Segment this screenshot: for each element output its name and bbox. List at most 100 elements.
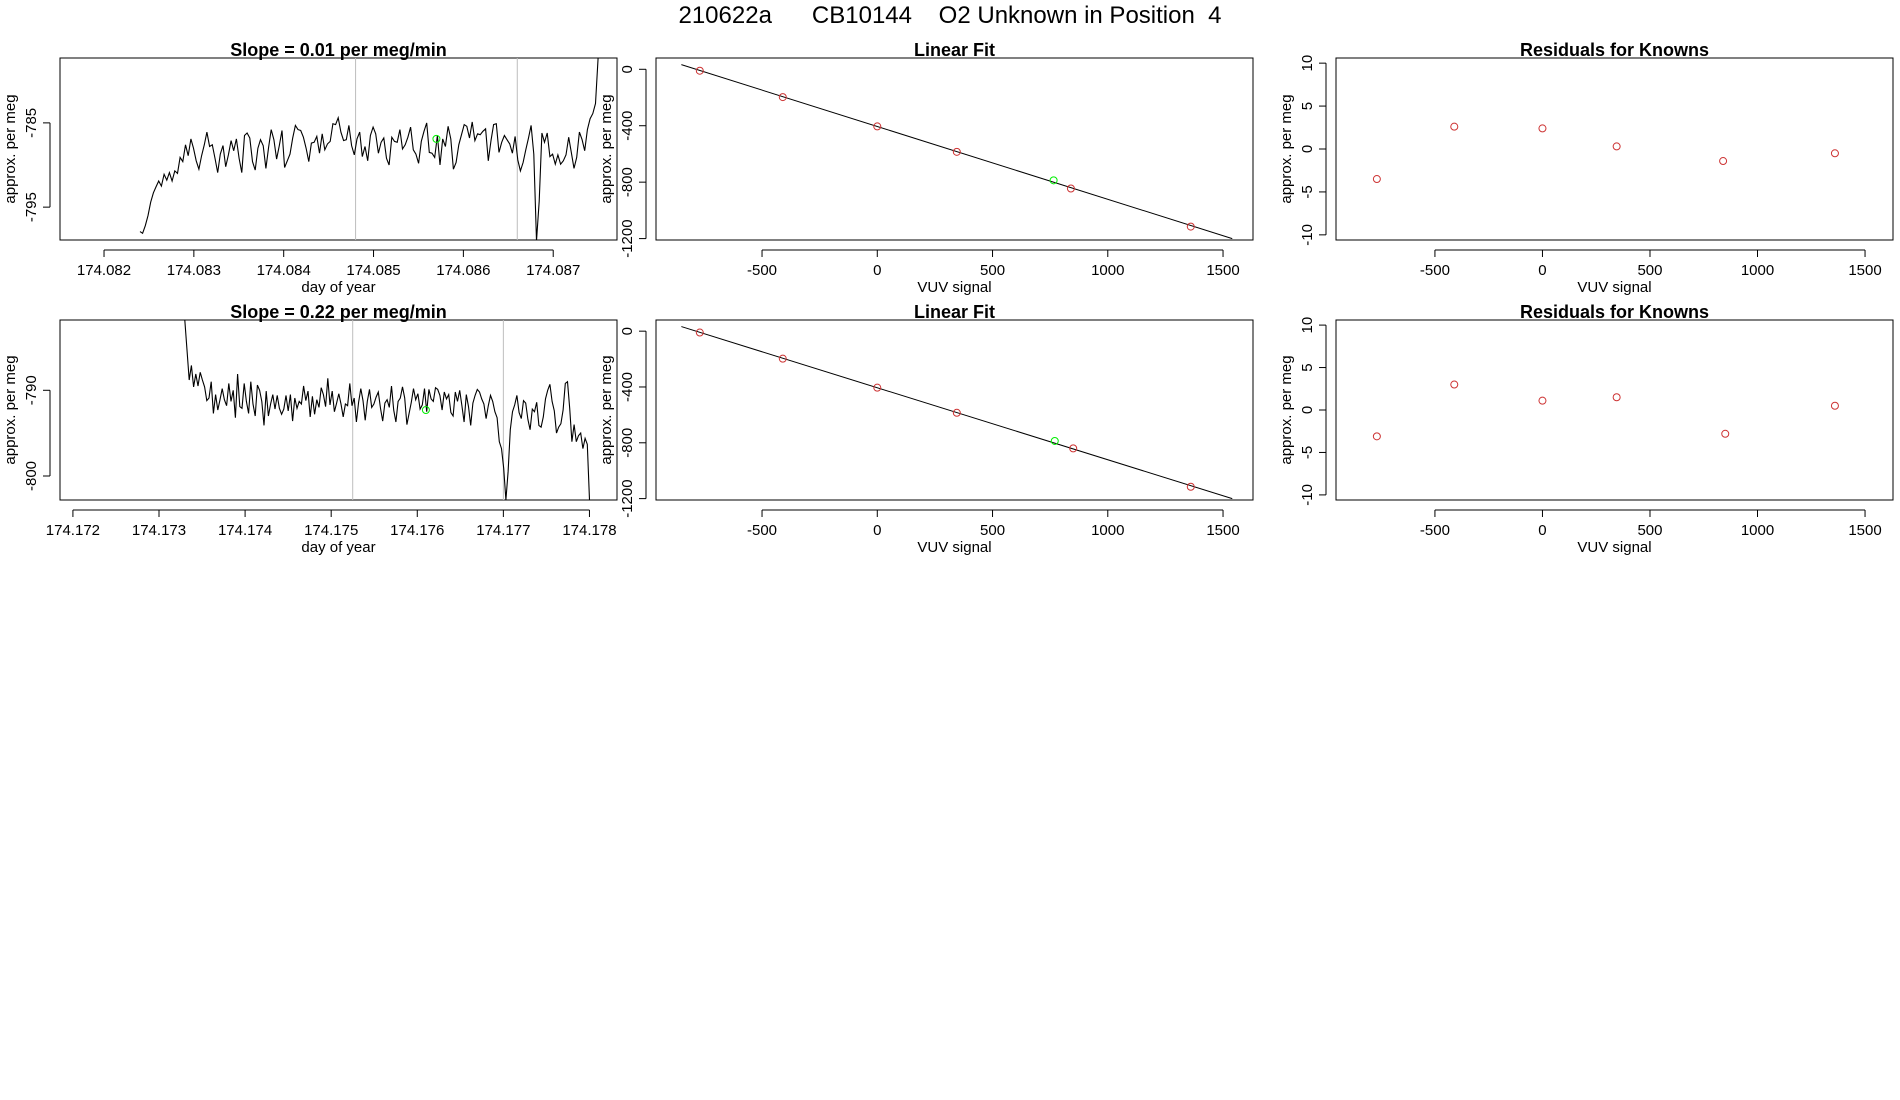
unknown-point	[1050, 436, 1059, 445]
x-tick-label: 174.082	[77, 262, 131, 279]
chart-title: Linear Fit	[914, 302, 995, 322]
known-point	[873, 122, 882, 131]
x-tick-label: 1500	[1206, 262, 1239, 279]
known-point	[1721, 429, 1730, 438]
plot-frame	[1335, 319, 1894, 501]
plot-frame	[59, 57, 618, 241]
known-point	[1069, 444, 1078, 453]
y-tick-label: -785	[23, 108, 40, 138]
x-tick-label: 174.176	[390, 522, 444, 539]
chart-fit2: Linear Fit -500 0 500 1000 1500 VUV signal 0 -40…	[598, 302, 1254, 556]
y-tick-label: 0	[1299, 406, 1316, 414]
y-axis-label: approx. per meg	[2, 355, 19, 464]
y-tick-label: -10	[1299, 484, 1316, 506]
y-axis-label: approx. per meg	[598, 94, 615, 203]
known-point	[778, 93, 787, 102]
x-tick-label: 500	[980, 522, 1005, 539]
known-point	[1719, 157, 1728, 166]
known-point	[1538, 124, 1547, 133]
known-point	[1612, 393, 1621, 402]
chart-title: Slope = 0.22 per meg/min	[230, 302, 447, 322]
x-tick-label: 174.172	[46, 522, 100, 539]
unknown-point	[1049, 176, 1058, 185]
y-tick-label: 0	[619, 327, 636, 335]
y-tick-label: -1200	[619, 479, 636, 517]
x-tick-label: 174.085	[346, 262, 400, 279]
x-tick-label: 0	[873, 262, 881, 279]
plot-area	[681, 64, 1233, 240]
known-point	[952, 147, 961, 156]
chart-title: Residuals for Knowns	[1520, 302, 1709, 322]
y-axis-label: approx. per meg	[1278, 355, 1295, 464]
chart-title: Linear Fit	[914, 40, 995, 60]
x-axis-label: VUV signal	[917, 539, 991, 556]
plot-area	[1372, 122, 1839, 184]
known-point	[1372, 432, 1381, 441]
x-tick-label: -500	[1420, 522, 1450, 539]
x-axis-label: VUV signal	[917, 279, 991, 296]
known-point	[1066, 184, 1075, 193]
y-tick-label: -5	[1299, 446, 1316, 459]
x-tick-label: 174.087	[526, 262, 580, 279]
x-tick-label: 174.173	[132, 522, 186, 539]
plot-frame	[655, 319, 1254, 501]
x-axis-label: VUV signal	[1577, 539, 1651, 556]
x-axis-label: day of year	[301, 279, 375, 296]
chart-res1: Residuals for Knowns -500 0 500 1000 1500 VUV …	[1278, 40, 1894, 296]
y-tick-label: -800	[23, 461, 40, 491]
y-tick-label: -1200	[619, 219, 636, 257]
x-tick-label: -500	[1420, 262, 1450, 279]
x-tick-label: 174.178	[562, 522, 616, 539]
x-tick-label: 500	[1637, 262, 1662, 279]
chart-ts2: Slope = 0.22 per meg/min 174.172 174.173 17…	[2, 302, 618, 556]
fit-line	[681, 64, 1233, 240]
chart-title: Residuals for Knowns	[1520, 40, 1709, 60]
y-axis-label: approx. per meg	[2, 94, 19, 203]
page-title: 210622a CB10144 O2 Unknown in Position 4	[678, 2, 1222, 29]
plot-frame	[655, 57, 1254, 241]
x-tick-label: 1000	[1091, 522, 1124, 539]
y-tick-label: 10	[1299, 317, 1316, 334]
x-axis-label: VUV signal	[1577, 279, 1651, 296]
x-tick-label: 500	[980, 262, 1005, 279]
series-line	[184, 320, 591, 500]
chart-fit1: Linear Fit -500 0 500 1000 1500 VUV signal 0 -40…	[598, 40, 1254, 296]
x-tick-label: 0	[1538, 522, 1546, 539]
y-tick-label: -10	[1299, 224, 1316, 246]
known-point	[1538, 396, 1547, 405]
x-tick-label: 1500	[1848, 522, 1881, 539]
x-tick-label: 174.175	[304, 522, 358, 539]
x-tick-label: 500	[1637, 522, 1662, 539]
plot-area	[1372, 380, 1839, 441]
x-tick-label: -500	[747, 522, 777, 539]
y-tick-label: 5	[1299, 363, 1316, 371]
x-tick-label: 174.084	[257, 262, 311, 279]
x-tick-label: 174.083	[167, 262, 221, 279]
y-tick-label: -400	[619, 372, 636, 402]
x-tick-label: 174.086	[436, 262, 490, 279]
x-tick-label: 1500	[1848, 262, 1881, 279]
known-point	[1186, 482, 1195, 491]
x-tick-label: 0	[1538, 262, 1546, 279]
known-point	[952, 408, 961, 417]
known-point	[1450, 122, 1459, 131]
y-tick-label: -400	[619, 111, 636, 141]
known-point	[1612, 142, 1621, 151]
x-tick-label: 174.174	[218, 522, 272, 539]
series-line	[139, 58, 599, 240]
unknown-point	[421, 406, 430, 414]
y-tick-label: -800	[619, 167, 636, 197]
y-tick-label: 0	[1299, 145, 1316, 153]
x-tick-label: 1000	[1091, 262, 1124, 279]
plot-area	[681, 326, 1233, 500]
x-tick-label: 1000	[1741, 262, 1774, 279]
y-tick-label: -800	[619, 428, 636, 458]
plot-area	[184, 320, 591, 500]
chart-res2: Residuals for Knowns -500 0 500 1000 1500 VUV …	[1278, 302, 1894, 556]
y-tick-label: -5	[1299, 185, 1316, 198]
known-point	[695, 328, 704, 337]
known-point	[1830, 401, 1839, 410]
x-tick-label: 1500	[1206, 522, 1239, 539]
x-tick-label: -500	[747, 262, 777, 279]
